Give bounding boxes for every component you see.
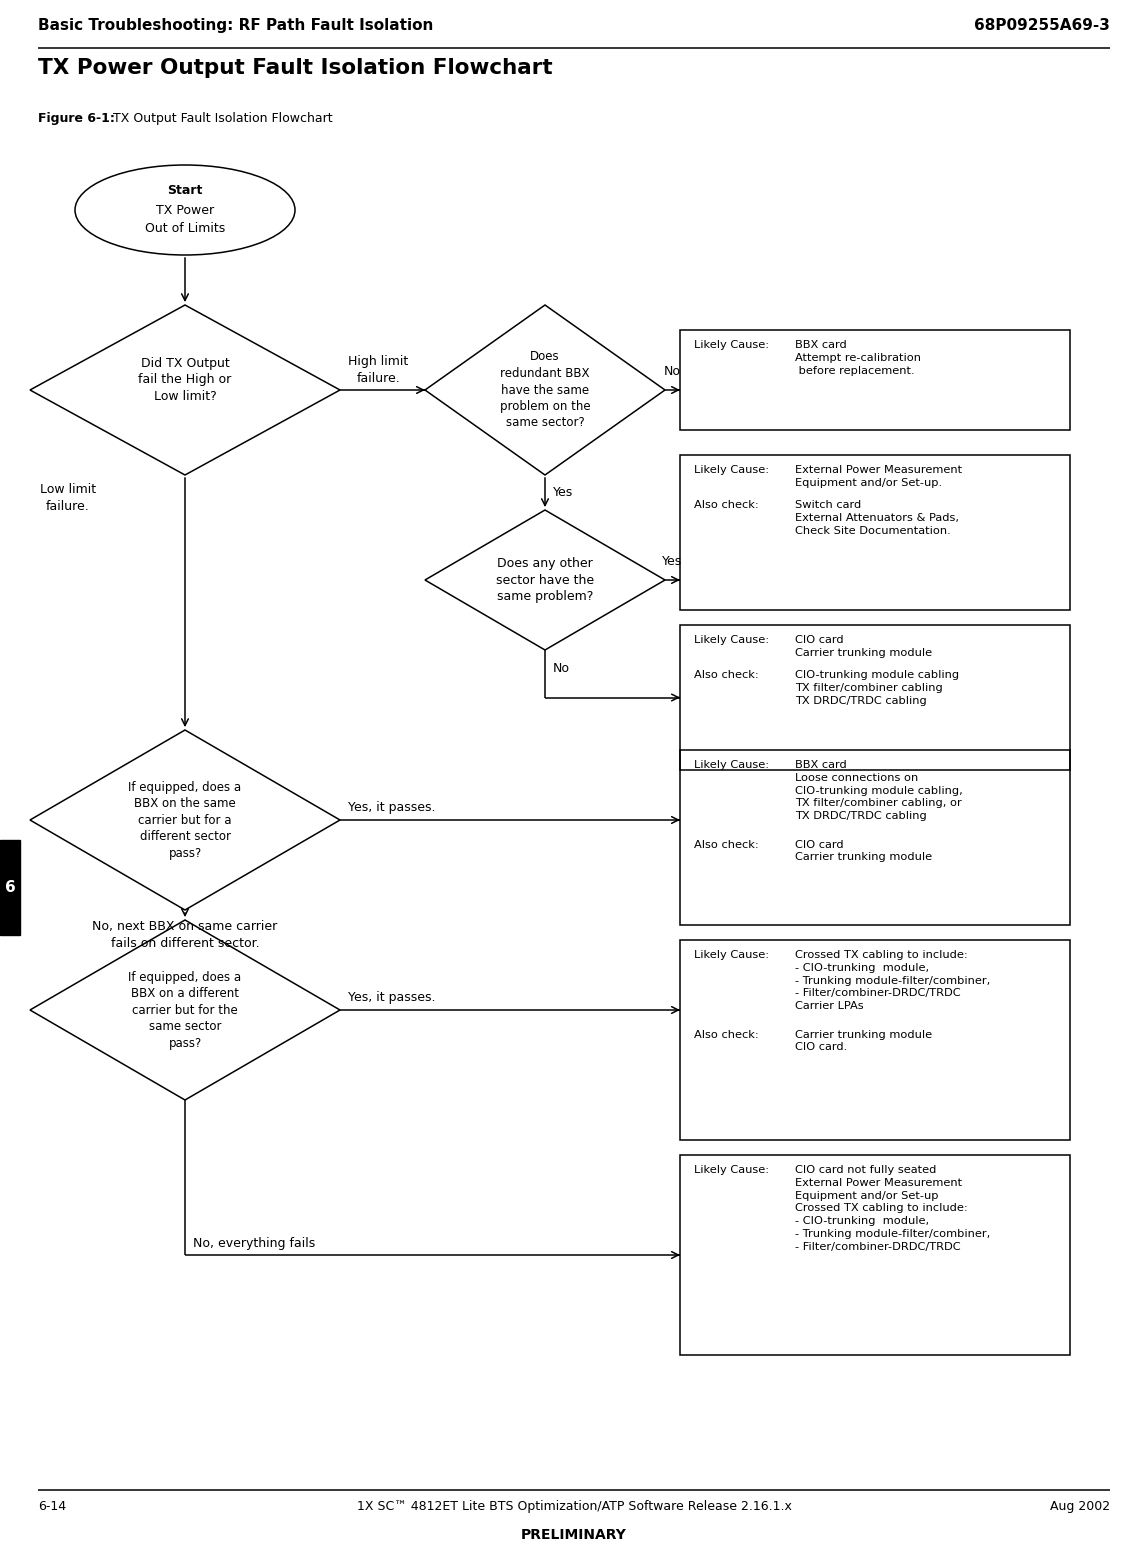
Text: No, everything fails: No, everything fails xyxy=(193,1237,316,1250)
Text: Switch card
External Attenuators & Pads,
Check Site Documentation.: Switch card External Attenuators & Pads,… xyxy=(796,500,959,536)
Text: Figure 6-1:: Figure 6-1: xyxy=(38,112,115,125)
Text: Likely Cause:: Likely Cause: xyxy=(695,950,769,961)
Text: Basic Troubleshooting: RF Path Fault Isolation: Basic Troubleshooting: RF Path Fault Iso… xyxy=(38,19,434,33)
Text: 6-14: 6-14 xyxy=(38,1500,67,1514)
Text: Yes, it passes.: Yes, it passes. xyxy=(348,992,435,1004)
Text: Low limit
failure.: Low limit failure. xyxy=(40,483,96,512)
Text: Did TX Output
fail the High or
Low limit?: Did TX Output fail the High or Low limit… xyxy=(139,356,232,403)
Text: Start: Start xyxy=(168,183,203,197)
Text: 1X SC™ 4812ET Lite BTS Optimization/ATP Software Release 2.16.1.x: 1X SC™ 4812ET Lite BTS Optimization/ATP … xyxy=(357,1500,791,1514)
Bar xyxy=(680,750,1070,925)
Text: TX Power: TX Power xyxy=(156,203,214,217)
Bar xyxy=(680,625,1070,770)
Text: Also check:: Also check: xyxy=(695,1029,759,1040)
Text: Likely Cause:: Likely Cause: xyxy=(695,1165,769,1175)
Text: CIO card
Carrier trunking module: CIO card Carrier trunking module xyxy=(796,636,932,658)
Bar xyxy=(680,330,1070,430)
Bar xyxy=(680,1154,1070,1354)
Text: TX Power Output Fault Isolation Flowchart: TX Power Output Fault Isolation Flowchar… xyxy=(38,58,552,78)
Text: If equipped, does a
BBX on the same
carrier but for a
different sector
pass?: If equipped, does a BBX on the same carr… xyxy=(129,781,241,859)
Text: Also check:: Also check: xyxy=(695,840,759,850)
Text: No, next BBX on same carrier
fails on different sector.: No, next BBX on same carrier fails on di… xyxy=(92,920,278,950)
Text: Yes: Yes xyxy=(553,486,573,500)
Text: No: No xyxy=(664,366,681,378)
Bar xyxy=(0,840,20,936)
Text: Likely Cause:: Likely Cause: xyxy=(695,761,769,770)
Text: BBX card
Loose connections on
CIO-trunking module cabling,
TX filter/combiner ca: BBX card Loose connections on CIO-trunki… xyxy=(796,761,963,822)
Text: Also check:: Also check: xyxy=(695,500,759,511)
Text: 6: 6 xyxy=(5,879,15,895)
Text: Also check:: Also check: xyxy=(695,670,759,681)
Text: Carrier trunking module
CIO card.: Carrier trunking module CIO card. xyxy=(796,1029,932,1053)
Text: If equipped, does a
BBX on a different
carrier but for the
same sector
pass?: If equipped, does a BBX on a different c… xyxy=(129,970,241,1050)
Text: Yes: Yes xyxy=(662,555,683,569)
Text: PRELIMINARY: PRELIMINARY xyxy=(521,1528,627,1542)
Text: 68P09255A69-3: 68P09255A69-3 xyxy=(975,19,1110,33)
Text: Likely Cause:: Likely Cause: xyxy=(695,465,769,475)
Text: External Power Measurement
Equipment and/or Set-up.: External Power Measurement Equipment and… xyxy=(796,465,962,487)
Text: Likely Cause:: Likely Cause: xyxy=(695,341,769,350)
Text: CIO card not fully seated
External Power Measurement
Equipment and/or Set-up
Cro: CIO card not fully seated External Power… xyxy=(796,1165,991,1251)
Text: Out of Limits: Out of Limits xyxy=(145,222,225,234)
Text: Yes, it passes.: Yes, it passes. xyxy=(348,801,435,814)
Text: CIO card
Carrier trunking module: CIO card Carrier trunking module xyxy=(796,840,932,862)
Text: Likely Cause:: Likely Cause: xyxy=(695,636,769,645)
Text: Does any other
sector have the
same problem?: Does any other sector have the same prob… xyxy=(496,558,594,603)
Bar xyxy=(680,455,1070,611)
Text: Does
redundant BBX
have the same
problem on the
same sector?: Does redundant BBX have the same problem… xyxy=(499,350,590,430)
Text: Crossed TX cabling to include:
- CIO-trunking  module,
- Trunking module-filter/: Crossed TX cabling to include: - CIO-tru… xyxy=(796,950,991,1011)
Text: High limit
failure.: High limit failure. xyxy=(348,355,409,384)
Text: BBX card
Attempt re-calibration
 before replacement.: BBX card Attempt re-calibration before r… xyxy=(796,341,921,375)
Text: CIO-trunking module cabling
TX filter/combiner cabling
TX DRDC/TRDC cabling: CIO-trunking module cabling TX filter/co… xyxy=(796,670,959,706)
Text: No: No xyxy=(553,661,571,675)
Bar xyxy=(680,940,1070,1140)
Text: Aug 2002: Aug 2002 xyxy=(1050,1500,1110,1514)
Text: TX Output Fault Isolation Flowchart: TX Output Fault Isolation Flowchart xyxy=(113,112,333,125)
